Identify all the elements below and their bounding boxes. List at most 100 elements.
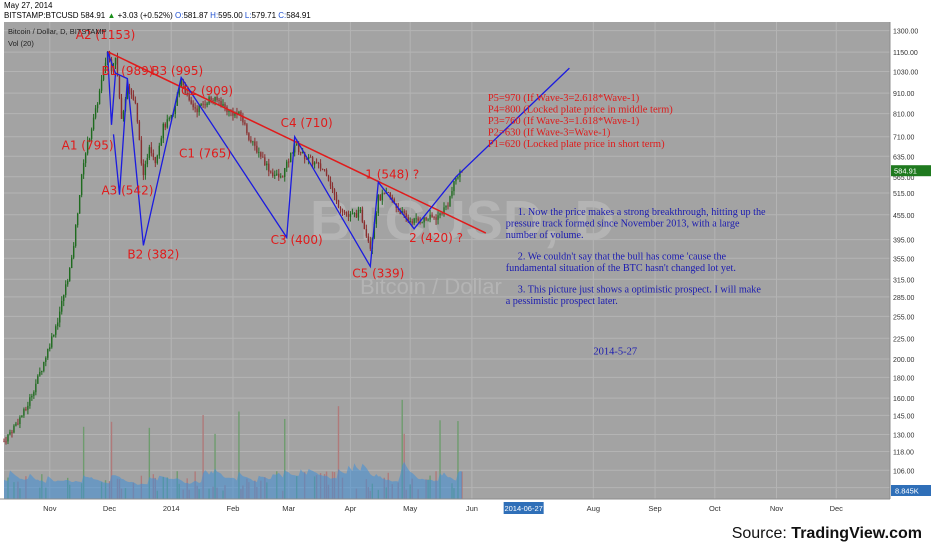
- last-price: 584.91: [80, 11, 106, 20]
- candle-body: [367, 236, 370, 242]
- candle-body: [218, 100, 220, 101]
- candle-body: [148, 147, 151, 158]
- wave-label: C3 (400): [271, 233, 323, 247]
- target-line: P1=620 (Locked plate price in short term…: [488, 139, 665, 150]
- candle-body: [317, 162, 320, 164]
- candle-body: [72, 245, 75, 258]
- candle-body: [305, 159, 308, 160]
- candle-body: [13, 425, 15, 433]
- candle-body: [449, 196, 451, 207]
- candle-body: [31, 395, 33, 398]
- volume-pane: [4, 399, 463, 499]
- candle-body: [343, 211, 346, 213]
- volume-last-label: 8.845K: [895, 487, 919, 496]
- candle-body: [29, 397, 31, 406]
- candle-body: [94, 108, 97, 118]
- candle-body: [186, 93, 188, 95]
- price-tick-label: 455.00: [893, 213, 915, 220]
- candle-body: [116, 57, 119, 77]
- candle-body: [459, 171, 461, 178]
- price-tick-label: 515.00: [893, 191, 915, 198]
- candle-body: [375, 212, 378, 225]
- candle-body: [142, 163, 145, 176]
- candle-body: [162, 123, 164, 139]
- candle-body: [309, 156, 312, 158]
- candle-body: [431, 214, 433, 218]
- notes: P5=970 (If Wave-3=2.618*Wave-1)P4=800 (L…: [488, 93, 766, 358]
- candle-body: [315, 162, 318, 164]
- candle-body: [144, 164, 147, 176]
- price-tick-label: 160.00: [893, 396, 915, 403]
- candle-body: [293, 145, 296, 153]
- header-quote: BITSTAMP:BTCUSD 584.91 ▲ +3.03 (+0.52%) …: [4, 11, 311, 20]
- candle-body: [455, 178, 457, 182]
- candle-body: [335, 194, 338, 201]
- price-tick-label: 145.00: [893, 413, 915, 420]
- candle-body: [156, 155, 159, 164]
- candle-body: [27, 405, 29, 410]
- price-tick-label: 395.00: [893, 238, 915, 245]
- footer: Source: TradingView.com: [0, 521, 932, 550]
- candle-body: [439, 213, 441, 216]
- candle-body: [194, 107, 196, 109]
- candle-body: [63, 294, 65, 301]
- candle-body: [110, 59, 113, 72]
- candle-body: [86, 141, 89, 154]
- candle-body: [272, 172, 274, 176]
- candle-body: [357, 210, 360, 218]
- candle-body: [234, 112, 236, 116]
- candle-body: [23, 409, 25, 416]
- open-value: 581.87: [183, 11, 208, 20]
- candle-body: [435, 217, 437, 220]
- time-tick-label: Feb: [226, 504, 239, 513]
- candle-body: [198, 105, 200, 113]
- candle-body: [301, 152, 304, 154]
- candle-body: [220, 100, 222, 106]
- candle-body: [355, 213, 358, 218]
- price-axis[interactable]: 1300.00 1150.00 1030.00 910.00 810.00 710.00 6…: [889, 22, 932, 521]
- candle-body: [90, 129, 93, 139]
- source-brand[interactable]: TradingView.com: [791, 525, 922, 542]
- candle-body: [280, 176, 282, 178]
- candle-body: [447, 205, 449, 207]
- candle-body: [339, 207, 342, 210]
- header-date: May 27, 2014: [4, 1, 53, 10]
- price-tick-label: 635.00: [893, 154, 915, 161]
- candle-body: [65, 284, 67, 295]
- candle-body: [291, 152, 294, 154]
- watermark: BTCUSD, D Bitcoin / Dollar: [310, 189, 615, 299]
- wave-label: A1 (795): [62, 139, 114, 153]
- candle-body: [353, 213, 356, 214]
- wave-label: C2 (909): [181, 84, 233, 98]
- price-tick-label: 355.00: [893, 256, 915, 263]
- candle-body: [37, 375, 39, 384]
- candle-body: [128, 86, 131, 90]
- price-chart[interactable]: BTCUSD, D Bitcoin / Dollar A2 (1153) B1 (9…: [0, 22, 932, 521]
- watermark-symbol: BTCUSD, D: [310, 189, 615, 252]
- candle-body: [210, 97, 212, 101]
- time-tick-label: Dec: [103, 504, 117, 513]
- candle-body: [248, 133, 250, 140]
- time-tick-label: Nov: [770, 504, 784, 513]
- candle-body: [349, 213, 352, 217]
- candle-body: [92, 117, 95, 130]
- note-line: 3. This picture just shows a optimistic …: [518, 284, 762, 295]
- candle-body: [321, 168, 324, 170]
- candle-body: [120, 97, 123, 119]
- elliott-wave-line: [106, 51, 570, 269]
- candle-body: [453, 181, 455, 192]
- candle-body: [276, 173, 278, 175]
- candle-body: [176, 95, 178, 106]
- up-arrow-icon: ▲: [107, 11, 116, 20]
- price-tick-label: 1030.00: [893, 69, 918, 76]
- candle-body: [228, 110, 230, 112]
- candle-body: [21, 415, 23, 418]
- candle-body: [254, 141, 256, 146]
- symbol-name[interactable]: BITSTAMP:BTCUSD: [4, 11, 79, 20]
- time-axis[interactable]: Nov Dec 2014 Feb Mar Apr May Jun Aug Sep Oct Nov Dec…: [0, 498, 890, 521]
- close-value: 584.91: [286, 11, 311, 20]
- wave-label: 2 (420) ?: [409, 231, 463, 245]
- candle-body: [457, 177, 459, 179]
- candle-body: [415, 218, 417, 220]
- candle-body: [53, 334, 55, 337]
